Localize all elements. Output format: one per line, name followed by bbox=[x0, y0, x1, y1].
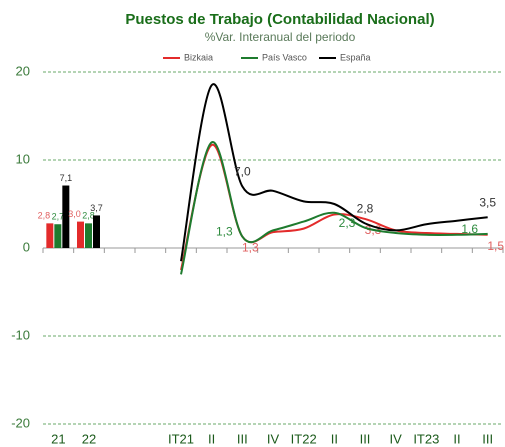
bar-value-label: 2,8 bbox=[82, 211, 95, 221]
bar-value-label: 2,7 bbox=[52, 212, 65, 222]
bar-value-label: 3,0 bbox=[68, 209, 81, 219]
chart-subtitle: %Var. Interanual del periodo bbox=[205, 30, 356, 44]
line-series bbox=[180, 141, 488, 275]
bar-value-label: 3,7 bbox=[90, 203, 103, 213]
line-value-label: 3,5 bbox=[479, 195, 496, 209]
bar bbox=[77, 221, 84, 248]
legend-label: País Vasco bbox=[262, 52, 307, 62]
bar bbox=[62, 185, 70, 248]
x-tick-label: IT22 bbox=[291, 431, 317, 446]
x-tick-label: II bbox=[331, 431, 338, 446]
bar-value-label: 7,1 bbox=[60, 173, 73, 183]
bar bbox=[93, 215, 100, 248]
legend-label: España bbox=[340, 52, 371, 62]
y-tick-label: -10 bbox=[11, 327, 30, 342]
line-value-label: 2,8 bbox=[357, 202, 374, 216]
line-series bbox=[180, 83, 488, 262]
line-value-label: 1,5 bbox=[487, 239, 504, 253]
x-tick-label: III bbox=[360, 431, 371, 446]
bar bbox=[46, 223, 54, 248]
bar-value-label: 2,8 bbox=[38, 211, 51, 221]
x-tick-label: IT21 bbox=[168, 431, 194, 446]
line-value-label: 2,3 bbox=[339, 216, 356, 230]
line-value-label: 7,0 bbox=[234, 165, 251, 179]
y-tick-label: -20 bbox=[11, 415, 30, 430]
legend-label: Bizkaia bbox=[184, 52, 213, 62]
x-tick-label: 21 bbox=[51, 431, 65, 446]
x-tick-label: IV bbox=[390, 431, 403, 446]
y-tick-label: 0 bbox=[23, 239, 30, 254]
x-tick-label: II bbox=[208, 431, 215, 446]
x-tick-label: IT23 bbox=[413, 431, 439, 446]
line-value-label: 1,3 bbox=[216, 225, 233, 239]
line-value-label: 1,6 bbox=[461, 222, 478, 236]
y-tick-label: 20 bbox=[16, 63, 30, 78]
x-tick-label: II bbox=[453, 431, 460, 446]
x-tick-label: 22 bbox=[82, 431, 96, 446]
line-value-label: 1,3 bbox=[242, 241, 259, 255]
x-tick-label: IV bbox=[267, 431, 280, 446]
chart-title: Puestos de Trabajo (Contabilidad Naciona… bbox=[125, 11, 434, 28]
bar bbox=[85, 223, 92, 248]
x-tick-label: III bbox=[237, 431, 248, 446]
y-tick-label: 10 bbox=[16, 151, 30, 166]
bar bbox=[54, 224, 62, 248]
x-tick-label: III bbox=[482, 431, 493, 446]
